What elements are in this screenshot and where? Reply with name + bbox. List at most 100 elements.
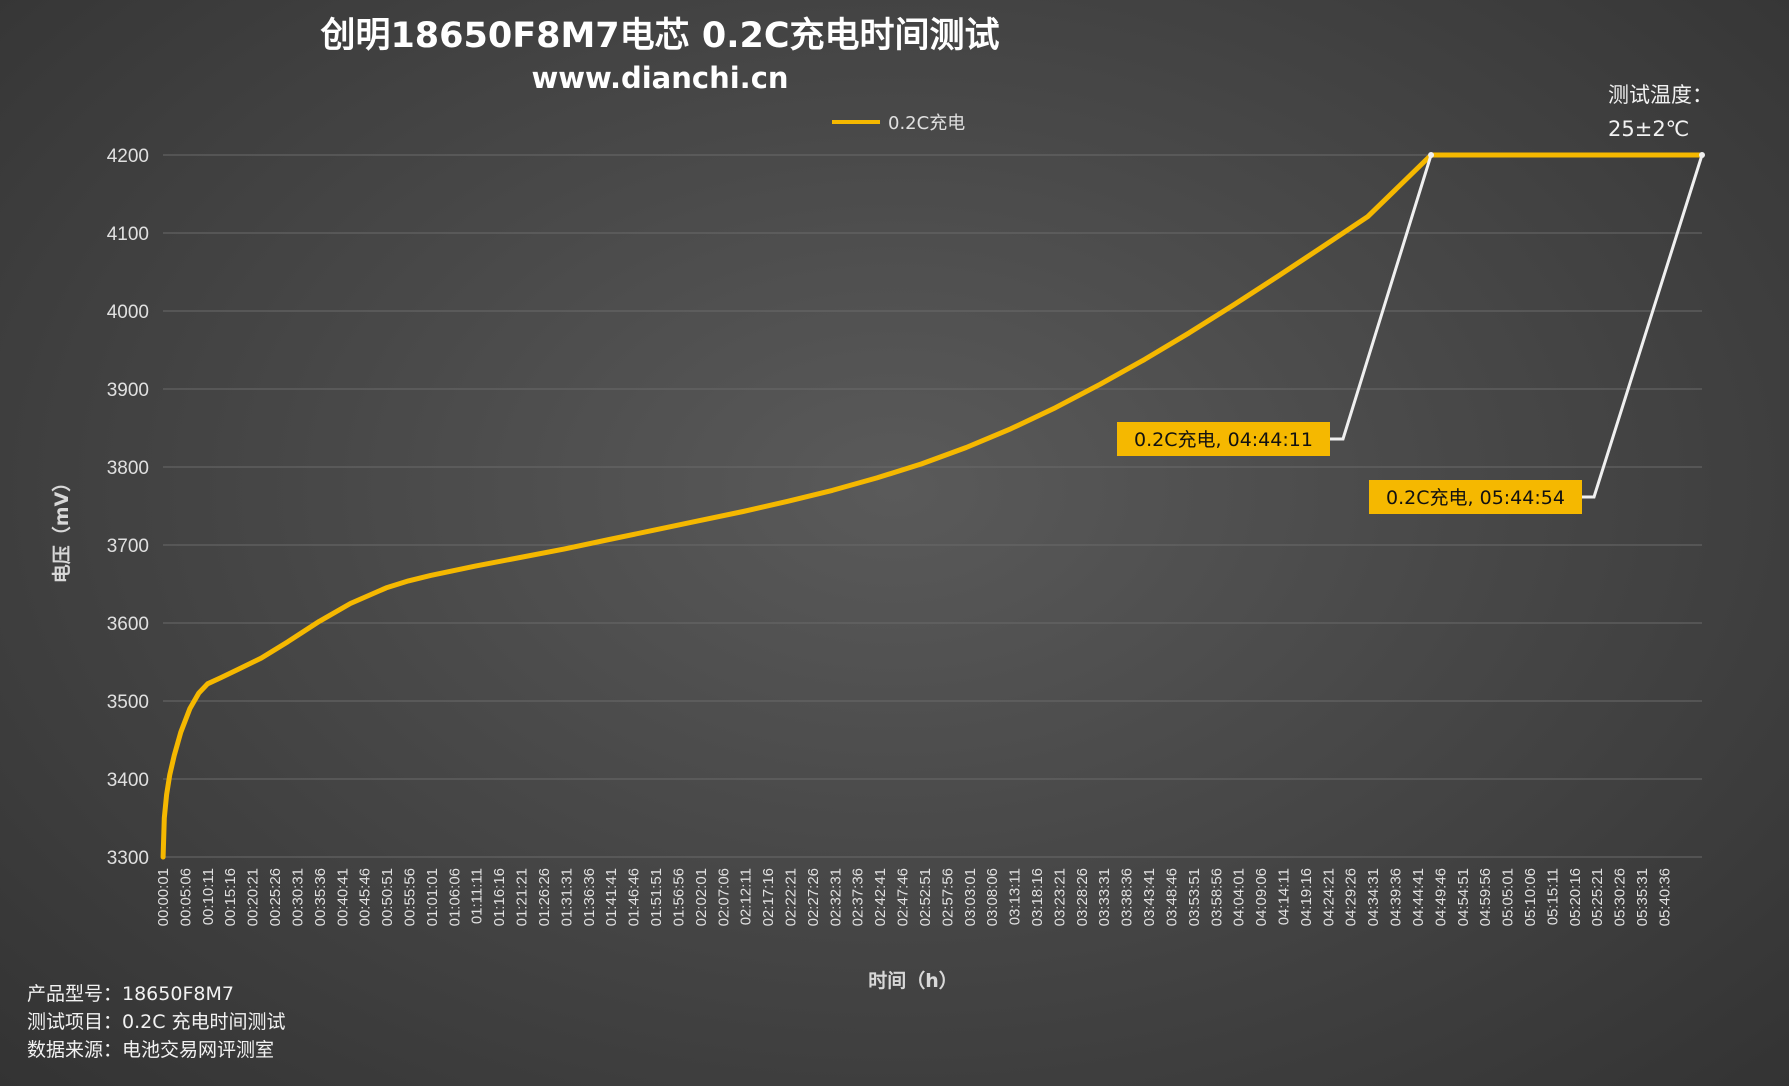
x-tick-label: 04:04:01	[1231, 868, 1248, 926]
x-tick-label: 03:03:01	[962, 868, 979, 926]
x-tick-label: 02:17:16	[760, 868, 777, 926]
x-tick-label: 05:15:11	[1544, 868, 1561, 925]
x-tick-label: 04:39:36	[1388, 868, 1405, 926]
annotation-box	[1117, 422, 1330, 456]
x-tick-label: 03:58:56	[1208, 868, 1225, 926]
x-tick-label: 00:25:26	[267, 868, 284, 926]
x-tick-label: 01:16:16	[491, 868, 508, 926]
x-tick-label: 00:35:36	[312, 868, 329, 926]
x-tick-label: 01:21:21	[514, 868, 531, 926]
x-tick-label: 04:19:16	[1298, 868, 1315, 926]
y-tick-label: 3400	[107, 770, 149, 791]
y-tick-label: 4200	[107, 146, 149, 167]
x-tick-label: 05:10:06	[1522, 868, 1539, 926]
y-tick-label: 3500	[107, 692, 149, 713]
x-tick-label: 01:11:11	[469, 868, 486, 924]
x-tick-label: 00:20:21	[245, 868, 262, 926]
x-tick-label: 04:24:21	[1320, 868, 1337, 926]
x-tick-label: 01:46:46	[626, 868, 643, 926]
y-tick-label: 4000	[107, 302, 149, 323]
x-tick-label: 05:25:21	[1589, 868, 1606, 926]
x-tick-label: 03:18:16	[1029, 868, 1046, 926]
x-tick-label: 02:22:21	[782, 868, 799, 926]
annotation-point	[1699, 152, 1705, 158]
y-tick-label: 3900	[107, 380, 149, 401]
x-tick-label: 00:55:56	[402, 868, 419, 926]
x-tick-label: 00:00:01	[155, 868, 172, 926]
x-tick-label: 03:13:11	[1007, 868, 1024, 925]
temperature-note: 测试温度： 25±2℃	[1608, 83, 1713, 141]
x-tick-label: 00:15:16	[222, 868, 239, 926]
x-tick-label: 00:30:31	[289, 868, 306, 926]
x-tick-label: 02:32:31	[827, 868, 844, 926]
x-tick-label: 03:38:36	[1119, 868, 1136, 926]
x-tick-label: 01:26:26	[536, 868, 553, 926]
x-tick-label: 02:52:51	[917, 868, 934, 926]
x-tick-label: 03:33:31	[1096, 868, 1113, 926]
x-tick-label: 00:45:46	[357, 868, 374, 926]
x-tick-label: 02:27:26	[805, 868, 822, 926]
x-tick-label: 05:30:26	[1612, 868, 1629, 926]
annotation-leader-line	[1330, 154, 1433, 441]
annotation-label: 0.2C充电, 04:44:11	[1134, 429, 1313, 451]
x-tick-label: 04:34:31	[1365, 868, 1382, 926]
x-tick-label: 04:59:56	[1477, 868, 1494, 926]
x-tick-label: 00:40:41	[334, 868, 351, 926]
annotation-leader-line	[1582, 154, 1704, 499]
x-tick-label: 02:47:46	[895, 868, 912, 926]
y-tick-label: 4100	[107, 224, 149, 245]
x-tick-label: 01:41:41	[603, 868, 620, 926]
annotations: 0.2C充电, 04:44:11 0.2C充电, 05:44:54	[1117, 152, 1705, 514]
x-tick-label: 04:29:26	[1343, 868, 1360, 926]
x-tick-label: 02:57:56	[939, 868, 956, 926]
y-tick-label: 3800	[107, 458, 149, 479]
x-tick-label: 01:31:31	[558, 868, 575, 926]
y-tick-label: 3700	[107, 536, 149, 557]
x-tick-label: 05:40:36	[1656, 868, 1673, 926]
x-tick-label: 00:50:51	[379, 868, 396, 926]
x-tick-label: 01:36:36	[581, 868, 598, 926]
chart-title: 创明18650F8M7电芯 0.2C充电时间测试	[319, 16, 999, 56]
x-tick-label: 03:23:21	[1051, 868, 1068, 926]
x-tick-label: 02:37:36	[850, 868, 867, 926]
x-tick-label: 01:06:06	[446, 868, 463, 926]
x-tick-label: 02:12:11	[738, 868, 755, 925]
y-tick-label: 3300	[107, 848, 149, 869]
chart-subtitle: www.dianchi.cn	[531, 61, 788, 95]
footer-data-source: 数据来源：电池交易网评测室	[27, 1039, 275, 1061]
y-axis-label: 电压（mV）	[50, 473, 73, 584]
legend: 0.2C充电	[832, 113, 965, 134]
x-tick-label: 05:35:31	[1634, 868, 1651, 926]
y-axis-ticks: 3300 3400 3500 3600 3700 3800 3900 4000 4100 4200	[107, 146, 149, 869]
x-tick-label: 03:48:46	[1163, 868, 1180, 926]
x-tick-label: 01:01:01	[424, 868, 441, 926]
y-tick-label: 3600	[107, 614, 149, 635]
temperature-note-line-2: 25±2℃	[1608, 117, 1689, 141]
x-tick-label: 05:20:16	[1567, 868, 1584, 926]
legend-label: 0.2C充电	[888, 113, 965, 134]
x-tick-label: 01:56:56	[670, 868, 687, 926]
x-tick-label: 02:42:41	[872, 868, 889, 926]
x-tick-label: 04:09:06	[1253, 868, 1270, 926]
x-tick-label: 01:51:51	[648, 868, 665, 926]
x-tick-label: 04:54:51	[1455, 868, 1472, 926]
footer-info: 产品型号：18650F8M7 测试项目：0.2C 充电时间测试 数据来源：电池交…	[27, 980, 286, 1064]
x-tick-label: 00:05:06	[177, 868, 194, 926]
series-line-0.2c-charge	[160, 152, 1705, 860]
x-tick-label: 02:07:06	[715, 868, 732, 926]
annotation-box	[1369, 480, 1582, 514]
gridlines	[163, 154, 1702, 858]
temperature-note-line-1: 测试温度：	[1608, 83, 1713, 107]
x-axis-ticks: 00:00:01 00:05:06 00:10:11 00:15:16 00:20:21…	[155, 868, 1673, 926]
footer-test-item: 测试项目：0.2C 充电时间测试	[27, 1011, 286, 1033]
annotation-label: 0.2C充电, 05:44:54	[1386, 487, 1565, 509]
x-tick-label: 00:10:11	[200, 868, 217, 925]
x-tick-label: 04:14:11	[1276, 868, 1293, 925]
x-tick-label: 03:28:26	[1074, 868, 1091, 926]
x-tick-label: 02:02:01	[693, 868, 710, 926]
x-tick-label: 03:53:51	[1186, 868, 1203, 926]
x-tick-label: 03:08:06	[984, 868, 1001, 926]
footer-model: 产品型号：18650F8M7	[27, 983, 234, 1005]
annotation-point	[1428, 152, 1435, 158]
